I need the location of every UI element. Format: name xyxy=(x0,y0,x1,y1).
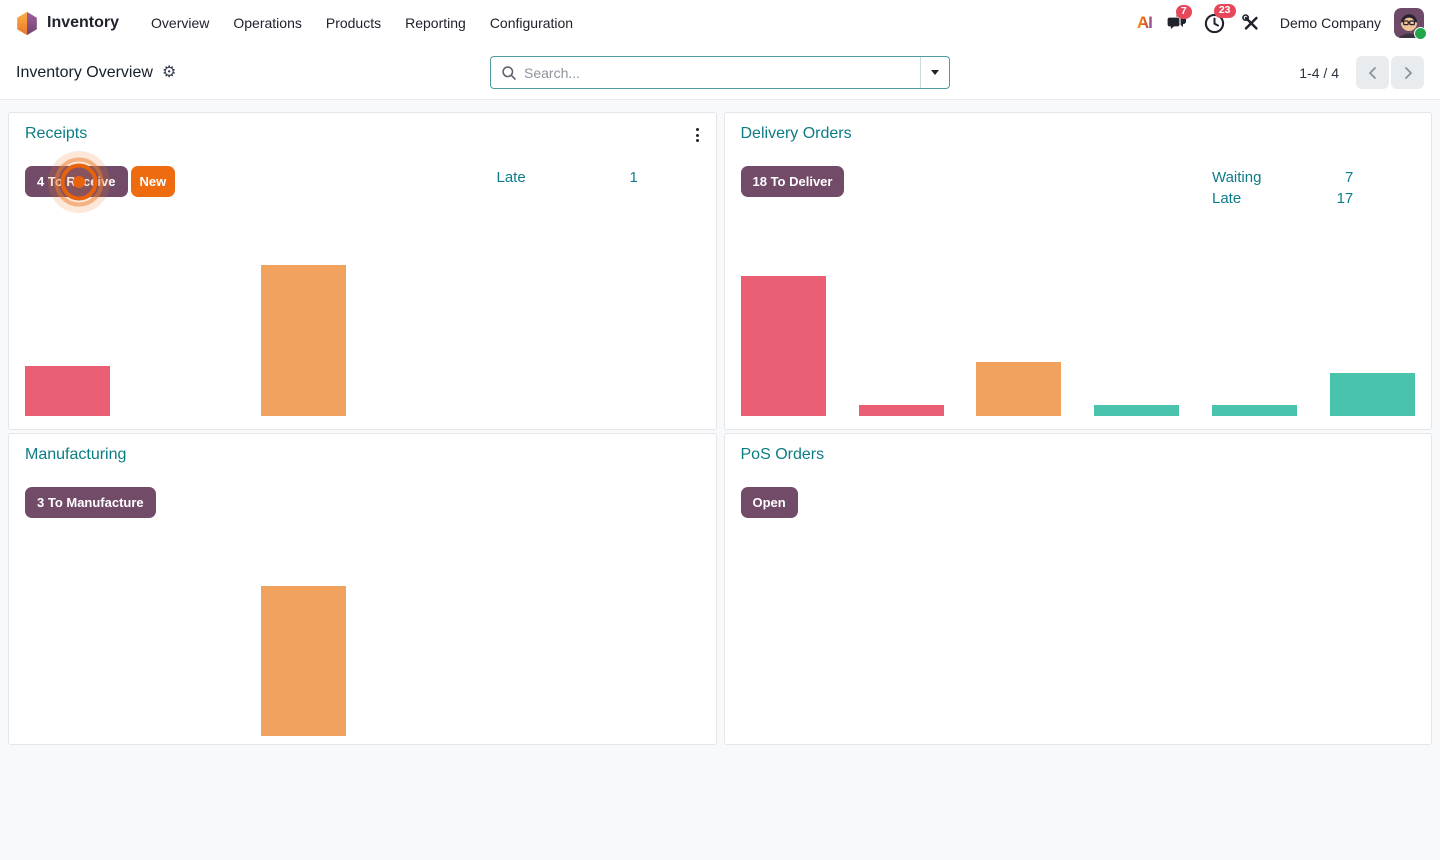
user-avatar[interactable] xyxy=(1394,8,1427,40)
activities-badge: 23 xyxy=(1213,3,1236,19)
card-menu-button[interactable] xyxy=(691,125,704,145)
to-manufacture-button[interactable]: 3 To Manufacture xyxy=(25,487,156,518)
search-input[interactable] xyxy=(524,57,920,88)
kanban-card-pos-orders[interactable]: PoS Orders Open xyxy=(723,433,1432,745)
chart-bar[interactable] xyxy=(1094,405,1180,416)
chart-bar[interactable] xyxy=(25,366,111,416)
receipts-bar-chart xyxy=(9,265,716,416)
chevron-down-icon xyxy=(931,70,939,75)
pager: 1-4 / 4 xyxy=(1299,56,1424,89)
search-icon xyxy=(501,65,517,81)
online-status-dot xyxy=(1414,27,1427,40)
nav-item-products[interactable]: Products xyxy=(325,15,382,31)
chart-bar[interactable] xyxy=(740,276,826,416)
main-menu: Overview Operations Products Reporting C… xyxy=(139,9,585,37)
company-switcher[interactable]: Demo Company xyxy=(1279,15,1381,31)
settings-gear-icon[interactable]: ⚙ xyxy=(161,63,177,81)
new-receipt-button[interactable]: New xyxy=(130,166,176,197)
search-dropdown-toggle[interactable] xyxy=(920,57,949,88)
kanban-card-delivery-orders[interactable]: Delivery Orders 18 To Deliver Waiting 7 … xyxy=(723,112,1432,430)
inventory-app-icon[interactable] xyxy=(16,11,38,36)
kanban-card-manufacturing[interactable]: Manufacturing 3 To Manufacture xyxy=(8,433,717,745)
chart-bar[interactable] xyxy=(1329,373,1415,416)
nav-item-reporting[interactable]: Reporting xyxy=(405,15,466,31)
nav-item-configuration[interactable]: Configuration xyxy=(489,15,574,31)
delivery-bar-chart xyxy=(725,276,1432,416)
messages-icon[interactable]: 7 xyxy=(1163,4,1192,36)
card-title: Delivery Orders xyxy=(740,125,852,142)
activities-clock-icon[interactable]: 23 xyxy=(1201,3,1236,37)
manufacturing-bar-chart xyxy=(9,586,716,736)
tools-icon[interactable] xyxy=(1239,11,1263,35)
stat-late[interactable]: Late 1 xyxy=(496,169,638,186)
nav-item-operations[interactable]: Operations xyxy=(233,15,302,31)
control-panel: Inventory Overview ⚙ 1-4 / 4 xyxy=(0,46,1440,100)
pager-range: 1-4 / 4 xyxy=(1299,64,1339,81)
pager-previous-button[interactable] xyxy=(1356,56,1389,89)
app-brand[interactable]: Inventory xyxy=(47,14,120,31)
card-title: Receipts xyxy=(25,125,88,142)
search-bar xyxy=(490,56,950,89)
dashboard-content: Receipts 4 To Receive New Late 1 Deliver… xyxy=(0,100,1440,860)
messages-badge: 7 xyxy=(1175,4,1192,20)
stat-late[interactable]: Late 17 xyxy=(1211,190,1354,207)
card-title: Manufacturing xyxy=(25,446,127,463)
pager-next-button[interactable] xyxy=(1391,56,1424,89)
stat-waiting[interactable]: Waiting 7 xyxy=(1211,169,1354,186)
to-deliver-button[interactable]: 18 To Deliver xyxy=(740,166,845,197)
nav-item-overview[interactable]: Overview xyxy=(151,15,210,31)
open-pos-button[interactable]: Open xyxy=(740,487,798,518)
card-stats: Late 1 xyxy=(496,167,637,188)
top-navbar: Inventory Overview Operations Products R… xyxy=(0,0,1440,46)
kanban-card-receipts[interactable]: Receipts 4 To Receive New Late 1 xyxy=(8,112,717,430)
chart-bar[interactable] xyxy=(1211,405,1297,416)
card-title: PoS Orders xyxy=(740,446,825,463)
chart-bar[interactable] xyxy=(976,362,1062,416)
kanban-grid: Receipts 4 To Receive New Late 1 Deliver… xyxy=(8,112,1432,745)
to-receive-button[interactable]: 4 To Receive xyxy=(25,166,128,197)
chart-bar[interactable] xyxy=(260,586,346,736)
chart-bar[interactable] xyxy=(858,405,944,416)
ai-assistant-icon[interactable]: AI xyxy=(1136,13,1153,32)
card-stats: Waiting 7 Late 17 xyxy=(1212,167,1353,209)
page-title: Inventory Overview xyxy=(16,63,153,81)
chart-bar[interactable] xyxy=(260,265,346,416)
